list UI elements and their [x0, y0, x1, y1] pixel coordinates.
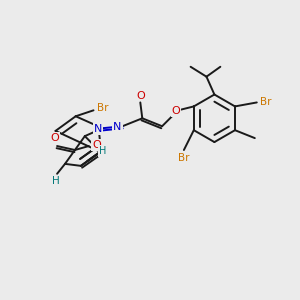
- Text: N: N: [94, 124, 102, 134]
- Text: H: H: [99, 146, 106, 156]
- Text: O: O: [51, 133, 59, 143]
- Text: H: H: [52, 176, 60, 186]
- Text: Br: Br: [178, 153, 190, 163]
- Text: N: N: [113, 122, 122, 132]
- Text: Br: Br: [97, 103, 108, 113]
- Text: O: O: [92, 140, 101, 150]
- Text: O: O: [172, 106, 180, 116]
- Text: O: O: [136, 91, 145, 100]
- Text: Br: Br: [260, 98, 272, 107]
